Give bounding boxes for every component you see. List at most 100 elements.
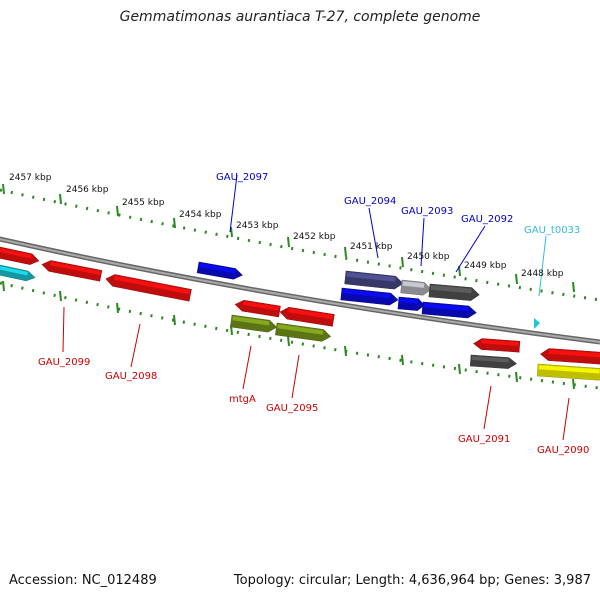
gene-arrow-gau_2098[interactable] <box>105 273 192 302</box>
tick-mark <box>2 280 5 292</box>
gene-arrow-gau_2092[interactable] <box>428 283 480 301</box>
tick-mark <box>173 217 176 229</box>
tick-mark <box>344 345 347 357</box>
kbp-label: 2450 kbp <box>407 252 450 262</box>
gene-label[interactable]: GAU_2092 <box>461 214 513 225</box>
gene-arrow-highlight <box>342 289 391 299</box>
label-leader-line <box>229 174 238 233</box>
gene-label[interactable]: GAU_2090 <box>537 445 589 456</box>
label-leader-line <box>130 323 141 368</box>
tick-mark <box>401 256 404 268</box>
gene-arrow-highlight <box>423 303 469 312</box>
gene-arrow-highlight <box>548 349 600 359</box>
genome-summary-text: Topology: circular; Length: 4,636,964 bp… <box>233 573 591 588</box>
kbp-label: 2453 kbp <box>236 221 279 231</box>
gene-arrow-highlight <box>232 316 270 326</box>
label-leader-line <box>368 207 379 259</box>
gene-label[interactable]: GAU_t0033 <box>524 225 580 236</box>
gene-arrow-gau_2099[interactable] <box>41 259 103 282</box>
gene-arrow-highlight <box>346 272 396 282</box>
gene-arrow-mtga[interactable] <box>230 314 278 333</box>
gene-arrow-highlight <box>113 275 191 295</box>
label-leader-line <box>420 217 425 267</box>
kbp-label: 2456 kbp <box>66 185 109 195</box>
kbp-label: 2448 kbp <box>521 269 564 279</box>
tick-mark <box>116 205 119 217</box>
tick-mark <box>572 378 575 390</box>
gene-arrow-highlight <box>481 339 519 346</box>
tick-mark <box>344 246 347 258</box>
gene-arrow-highlight <box>0 247 32 259</box>
gene-label[interactable]: GAU_2091 <box>458 434 510 445</box>
gene-arrow-gau_2090[interactable] <box>540 348 600 366</box>
gene-arrow-mtga[interactable] <box>275 322 332 343</box>
gene-labels: GAU_2099 GAU_2098 GAU_2097 mtgA GAU_2095… <box>38 172 589 456</box>
gene-arrow-gau_2091[interactable] <box>469 354 517 369</box>
gene-label[interactable]: GAU_2097 <box>216 172 268 183</box>
tick-mark <box>59 290 62 302</box>
gene-arrow-highlight <box>277 324 324 335</box>
gene-arrow-highlight <box>471 356 509 363</box>
label-leader-line <box>62 306 65 353</box>
kbp-labels: 2457 kbp 2456 kbp 2455 kbp 2454 kbp 2453… <box>9 173 564 279</box>
label-leader-lines <box>62 174 570 441</box>
gene-arrow-gau_2095[interactable] <box>234 299 281 318</box>
gene-label[interactable]: GAU_2094 <box>344 196 396 207</box>
tick-mark <box>287 236 290 248</box>
label-leader-line <box>242 345 252 390</box>
trna-marker-icon <box>534 318 540 329</box>
gene-arrow-gau_2099[interactable] <box>0 245 40 266</box>
gene-arrow-gau_2091[interactable] <box>473 338 521 353</box>
gene-arrow-highlight <box>49 261 101 276</box>
kbp-label: 2452 kbp <box>293 232 336 242</box>
tick-mark <box>515 371 518 383</box>
gene-arrow-gau_2090[interactable] <box>536 363 600 381</box>
kbp-label: 2457 kbp <box>9 173 52 183</box>
tick-mark <box>230 226 233 238</box>
label-leader-line <box>291 354 300 399</box>
kbp-label: 2449 kbp <box>464 261 507 271</box>
tick-mark <box>572 281 575 293</box>
upper-scale-line <box>0 188 600 302</box>
tick-mark <box>2 183 5 195</box>
gene-label[interactable]: mtgA <box>229 394 256 405</box>
label-leader-line <box>455 225 486 273</box>
label-leader-line <box>483 385 492 430</box>
label-leader-line <box>538 235 547 297</box>
map-title: Gemmatimonas aurantiaca T-27, complete g… <box>119 9 481 25</box>
kbp-label: 2451 kbp <box>350 242 393 252</box>
gene-arrow-highlight <box>402 281 425 288</box>
accession-text: Accession: NC_012489 <box>9 573 157 588</box>
gene-label[interactable]: GAU_2093 <box>401 206 453 217</box>
tick-mark <box>116 302 119 314</box>
tick-mark <box>287 335 290 347</box>
gene-arrow-highlight <box>430 285 472 294</box>
tick-marks <box>2 183 575 390</box>
gene-arrow-highlight <box>399 298 419 304</box>
gene-arrow-highlight <box>199 263 236 274</box>
gene-arrow-gau_2093[interactable] <box>397 296 425 311</box>
kbp-label: 2455 kbp <box>122 198 165 208</box>
label-leader-line <box>562 397 570 441</box>
gene-arrow-gau_2097[interactable] <box>196 261 243 281</box>
gene-arrow-highlight <box>288 308 334 320</box>
tick-mark <box>401 354 404 366</box>
gene-label[interactable]: GAU_2098 <box>105 371 157 382</box>
gene-arrow-gau_2093[interactable] <box>400 279 432 296</box>
tick-mark <box>59 193 62 205</box>
tick-mark <box>515 273 518 285</box>
gene-arrow-gau_2092[interactable] <box>421 301 477 319</box>
tick-mark <box>458 363 461 375</box>
gene-label[interactable]: GAU_2099 <box>38 357 90 368</box>
gene-features <box>0 245 600 381</box>
gene-arrow-highlight <box>538 365 600 374</box>
gene-arrow-gau_2095[interactable] <box>279 306 335 327</box>
gene-arrow-gau_2094[interactable] <box>344 270 404 290</box>
gene-arrow-gau_2094[interactable] <box>340 287 399 306</box>
gene-arrow-gau_t0033[interactable] <box>0 263 36 283</box>
gene-label[interactable]: GAU_2095 <box>266 403 318 414</box>
kbp-label: 2454 kbp <box>179 210 222 220</box>
tick-mark <box>173 314 176 326</box>
